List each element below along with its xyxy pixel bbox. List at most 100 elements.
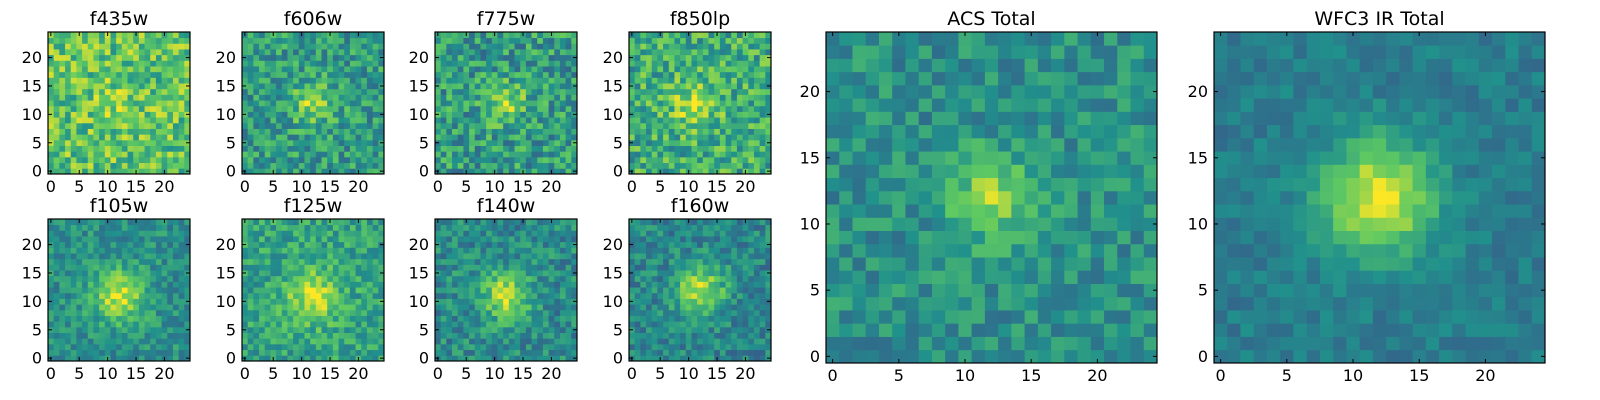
heatmap-cell bbox=[759, 151, 766, 158]
heatmap-cell bbox=[702, 304, 709, 311]
heatmap-cell bbox=[736, 355, 743, 362]
heatmap-cell bbox=[167, 264, 174, 271]
heatmap-cell bbox=[281, 264, 288, 271]
heatmap-cell bbox=[571, 224, 578, 231]
heatmap-cell bbox=[520, 162, 527, 169]
heatmap-cell bbox=[571, 32, 578, 39]
heatmap-cell bbox=[531, 100, 538, 107]
heatmap-cell bbox=[685, 71, 692, 78]
heatmap-cell bbox=[725, 321, 732, 328]
heatmap-cell bbox=[469, 309, 476, 316]
heatmap-cell bbox=[731, 156, 738, 164]
heatmap-cell bbox=[172, 224, 180, 231]
heatmap-cell bbox=[474, 139, 481, 146]
heatmap-cell bbox=[748, 298, 755, 305]
heatmap-cell bbox=[184, 145, 191, 152]
heatmap-cell bbox=[748, 94, 755, 101]
heatmap-cell bbox=[355, 309, 362, 316]
heatmap-cell bbox=[321, 264, 328, 271]
heatmap-cell bbox=[503, 49, 510, 56]
heatmap-cell bbox=[59, 111, 66, 118]
heatmap-cell bbox=[87, 168, 94, 175]
heatmap-cell bbox=[748, 151, 755, 158]
heatmap-cell bbox=[463, 247, 470, 254]
heatmap-cell bbox=[491, 270, 498, 277]
heatmap-cell bbox=[548, 71, 555, 78]
heatmap-cell bbox=[127, 309, 134, 316]
heatmap-cell bbox=[321, 253, 328, 260]
heatmap-cell bbox=[178, 247, 185, 254]
heatmap-cell bbox=[99, 122, 106, 129]
heatmap-cell bbox=[133, 100, 140, 107]
heatmap-cell bbox=[565, 275, 572, 282]
heatmap-cell bbox=[184, 122, 191, 129]
heatmap-cell bbox=[321, 128, 328, 135]
heatmap-cell bbox=[242, 275, 249, 282]
heatmap-cell bbox=[685, 145, 692, 152]
heatmap-cell bbox=[565, 71, 572, 78]
heatmap-cell bbox=[520, 281, 527, 288]
heatmap-cell bbox=[480, 264, 487, 271]
heatmap-cell bbox=[242, 264, 249, 271]
heatmap-cell bbox=[332, 355, 339, 362]
heatmap-cell bbox=[93, 88, 100, 95]
heatmap-cell bbox=[338, 264, 345, 271]
heatmap-cell bbox=[542, 326, 549, 333]
heatmap-cell bbox=[525, 247, 532, 254]
heatmap-cell bbox=[691, 343, 698, 351]
heatmap-cell bbox=[697, 298, 704, 305]
heatmap-cell bbox=[65, 264, 72, 271]
heatmap-cell bbox=[435, 105, 442, 112]
heatmap-cell bbox=[76, 241, 83, 248]
heatmap-cell bbox=[480, 117, 487, 124]
heatmap-cell bbox=[725, 139, 732, 146]
heatmap-cell bbox=[372, 343, 379, 351]
heatmap-cell bbox=[167, 77, 174, 84]
heatmap-cell bbox=[259, 241, 266, 248]
heatmap-cell bbox=[714, 292, 721, 299]
heatmap-cell bbox=[691, 49, 698, 56]
heatmap-cell bbox=[691, 275, 698, 282]
heatmap-cell bbox=[321, 49, 328, 56]
heatmap-cell bbox=[452, 43, 459, 50]
heatmap-cell bbox=[116, 32, 123, 39]
heatmap-cell bbox=[304, 83, 311, 90]
heatmap-cell bbox=[508, 128, 515, 135]
heatmap-cell bbox=[76, 134, 83, 141]
heatmap-cell bbox=[110, 236, 117, 243]
heatmap-cell bbox=[491, 298, 498, 305]
heatmap-cell bbox=[276, 224, 283, 231]
heatmap-cell bbox=[242, 43, 249, 50]
heatmap-cell bbox=[293, 258, 300, 265]
heatmap-cell bbox=[531, 258, 538, 265]
heatmap-cell bbox=[155, 298, 162, 305]
heatmap-cell bbox=[144, 287, 151, 294]
heatmap-cell bbox=[48, 145, 55, 152]
heatmap-cell bbox=[708, 298, 715, 305]
heatmap-cell bbox=[110, 253, 117, 260]
heatmap-cell bbox=[497, 321, 504, 328]
heatmap-cell bbox=[259, 49, 266, 56]
heatmap-cell bbox=[310, 156, 317, 164]
heatmap-cell bbox=[646, 49, 653, 56]
heatmap-cell bbox=[646, 105, 653, 112]
heatmap-cell bbox=[338, 105, 345, 112]
heatmap-cell bbox=[457, 32, 464, 39]
heatmap-cell bbox=[440, 43, 447, 50]
heatmap-cell bbox=[480, 71, 487, 78]
heatmap-cell bbox=[332, 292, 339, 299]
heatmap-cell bbox=[765, 71, 772, 78]
heatmap-cell bbox=[344, 219, 351, 226]
heatmap-cell bbox=[178, 219, 185, 226]
heatmap-cell bbox=[276, 349, 283, 356]
heatmap-cell bbox=[315, 355, 322, 362]
heatmap-cell bbox=[525, 49, 532, 56]
heatmap-cell bbox=[469, 122, 476, 129]
heatmap-cell bbox=[742, 94, 749, 101]
heatmap-cell bbox=[281, 304, 288, 311]
heatmap-cell bbox=[361, 326, 368, 333]
heatmap-cell bbox=[48, 122, 55, 129]
heatmap-cell bbox=[491, 54, 498, 61]
heatmap-cell bbox=[65, 162, 72, 169]
heatmap-cell bbox=[116, 100, 123, 107]
